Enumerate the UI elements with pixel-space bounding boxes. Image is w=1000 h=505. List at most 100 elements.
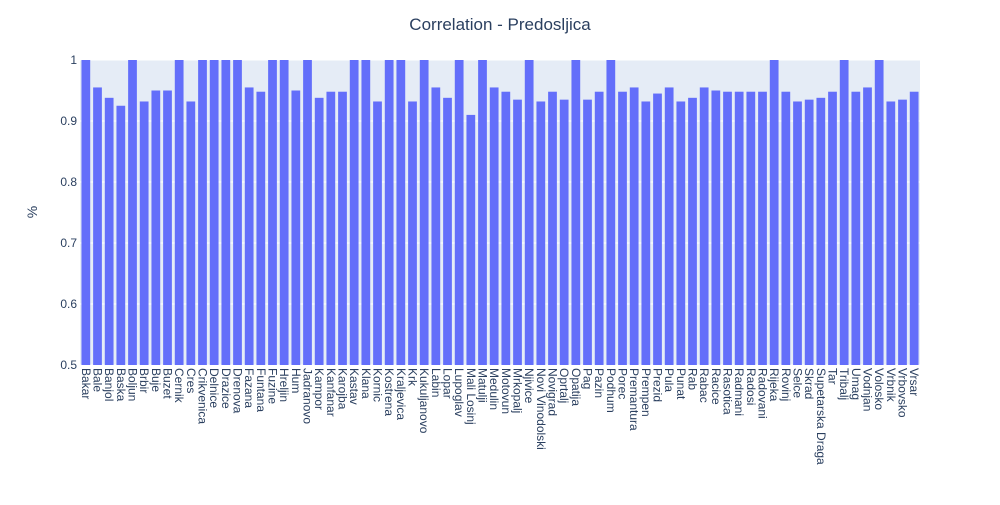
y-tick-label: 0.7 — [60, 236, 77, 250]
x-tick-label: Podhum — [604, 368, 618, 413]
bar — [804, 99, 814, 366]
bar — [839, 60, 849, 365]
x-tick-label: Premantura — [627, 368, 641, 431]
x-tick-label: Radovani — [756, 368, 770, 419]
bar — [548, 91, 557, 365]
bar — [711, 90, 721, 365]
x-tick-label: Racice — [709, 368, 723, 405]
y-tick-label: 0.5 — [60, 358, 77, 372]
bar — [326, 91, 336, 365]
x-tick-label: Buzet — [161, 368, 175, 399]
bar — [874, 60, 884, 365]
x-tick-label: Umag — [849, 368, 863, 400]
bar — [128, 60, 137, 365]
bar — [653, 93, 662, 366]
bar — [524, 60, 534, 365]
x-tick-label: Bakar — [79, 368, 93, 399]
x-tick-label: Rab — [686, 368, 700, 390]
bar — [863, 87, 872, 365]
x-tick-label: Porec — [616, 368, 630, 399]
x-tick-label: Kampor — [312, 368, 326, 410]
bar — [513, 99, 522, 366]
x-tick-label: Rijeka — [767, 368, 781, 402]
x-tick-label: Rovinj — [779, 368, 793, 401]
bar — [303, 60, 312, 365]
x-tick-label: Cernik — [172, 368, 186, 404]
y-tick-label: 0.9 — [60, 114, 77, 128]
x-tick-label: Punat — [674, 368, 688, 400]
x-tick-label: Tribalj — [837, 368, 851, 400]
y-tick-label: 0.8 — [60, 175, 77, 189]
bar — [641, 101, 651, 365]
bar — [688, 97, 697, 365]
x-tick-label: Bale — [91, 368, 105, 392]
bar — [361, 60, 371, 365]
bar — [454, 60, 464, 365]
x-tick-label: Oprtalj — [557, 368, 571, 403]
x-tick-label: Lopar — [441, 368, 455, 399]
bar — [373, 101, 382, 365]
y-tick-label: 0.6 — [60, 297, 77, 311]
x-tick-label: Vodnjan — [861, 368, 875, 411]
y-axis-ticks: 0.5 0.6 0.7 0.8 0.9 1 — [60, 53, 77, 372]
x-tick-label: Kukuljanovo — [417, 368, 431, 434]
x-tick-label: Radosi — [744, 368, 758, 405]
x-tick-label: Kanfanar — [324, 368, 338, 417]
grid-lines — [80, 59, 920, 366]
bar — [104, 97, 114, 365]
chart-title: Correlation - Predosljica — [409, 15, 591, 34]
x-tick-label: Vrbnik — [884, 368, 898, 403]
bar — [151, 90, 161, 365]
bar — [443, 97, 452, 365]
bar — [699, 87, 709, 365]
x-tick-label: Kastav — [347, 368, 361, 405]
x-tick-label: Lupoglav — [452, 368, 466, 417]
x-tick-label: Opatija — [569, 368, 583, 406]
bar — [734, 91, 744, 365]
bar — [898, 99, 907, 366]
bar — [174, 60, 184, 365]
bars — [81, 60, 919, 366]
x-tick-label: Delnice — [207, 368, 221, 408]
bar — [163, 90, 172, 365]
bar — [676, 101, 686, 365]
x-tick-label: Kraljevica — [394, 368, 408, 420]
bar — [664, 87, 674, 365]
bar — [431, 87, 441, 365]
x-tick-label: Buje — [149, 368, 163, 392]
bar — [618, 91, 627, 365]
x-tick-label: Motovun — [499, 368, 513, 414]
bar — [723, 91, 732, 365]
bar — [746, 91, 756, 365]
bar — [93, 87, 102, 365]
x-tick-label: Karojba — [336, 368, 350, 410]
bar — [408, 101, 417, 365]
x-tick-label: Banjol — [102, 368, 116, 401]
x-tick-label: Baska — [114, 368, 128, 402]
bar — [256, 91, 266, 365]
bar — [501, 91, 511, 365]
bar — [758, 91, 767, 365]
bar — [886, 101, 896, 365]
x-tick-label: Cres — [184, 368, 198, 393]
bar — [338, 91, 347, 365]
bar — [209, 60, 219, 365]
bar — [793, 101, 802, 365]
x-tick-label: Selce — [791, 368, 805, 398]
x-tick-label: Novi Vinodolski — [534, 368, 548, 450]
y-axis-label: % — [24, 206, 40, 218]
x-tick-label: Crikvenica — [196, 368, 210, 424]
bar — [909, 91, 919, 365]
bar — [384, 60, 394, 365]
bar — [279, 60, 289, 365]
bar — [489, 87, 499, 365]
x-tick-label: Labin — [429, 368, 443, 397]
bar — [349, 60, 359, 365]
plot-area — [80, 60, 920, 365]
bar — [81, 60, 91, 365]
bar — [268, 60, 277, 365]
bar — [781, 91, 791, 365]
x-axis-ticks: BakarBaleBanjolBaskaBoljunBrbirBujeBuzet… — [79, 368, 921, 465]
x-tick-label: Hreljin — [277, 368, 291, 402]
